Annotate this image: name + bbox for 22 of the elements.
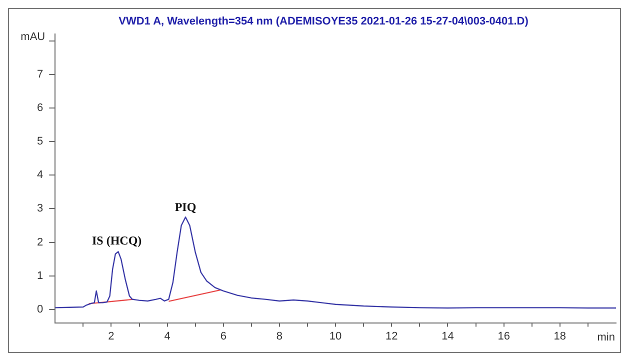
y-tick-label: 2 bbox=[36, 236, 44, 248]
y-tick-label: 7 bbox=[36, 68, 44, 80]
y-tick-label: 5 bbox=[36, 136, 44, 148]
y-tick-label: 1 bbox=[36, 270, 44, 282]
y-tick-label: 6 bbox=[36, 102, 44, 114]
x-tick-label: 6 bbox=[220, 330, 226, 342]
x-tick-label: 8 bbox=[276, 330, 283, 342]
annotation: IS (HCQ) bbox=[92, 234, 142, 248]
annotation: PIQ bbox=[174, 200, 196, 214]
x-tick-label: 18 bbox=[554, 330, 566, 342]
x-tick-label: 12 bbox=[386, 330, 398, 342]
x-tick-label: 16 bbox=[498, 330, 510, 342]
y-tick-label: 4 bbox=[36, 169, 44, 182]
x-axis-title: min bbox=[597, 332, 615, 344]
x-tick-label: 2 bbox=[108, 330, 114, 342]
y-axis-title: mAU bbox=[20, 30, 46, 43]
x-tick-label: 10 bbox=[329, 330, 342, 342]
y-tick-label: 0 bbox=[36, 303, 44, 316]
chart-title: VWD1 A, Wavelength=354 nm (ADEMISOYE35 2021-01-26 15-27-04\003-0401.D) bbox=[118, 16, 529, 28]
y-tick-label: 3 bbox=[36, 202, 44, 215]
x-tick-label: 4 bbox=[164, 330, 170, 342]
x-tick-label: 14 bbox=[442, 330, 454, 342]
